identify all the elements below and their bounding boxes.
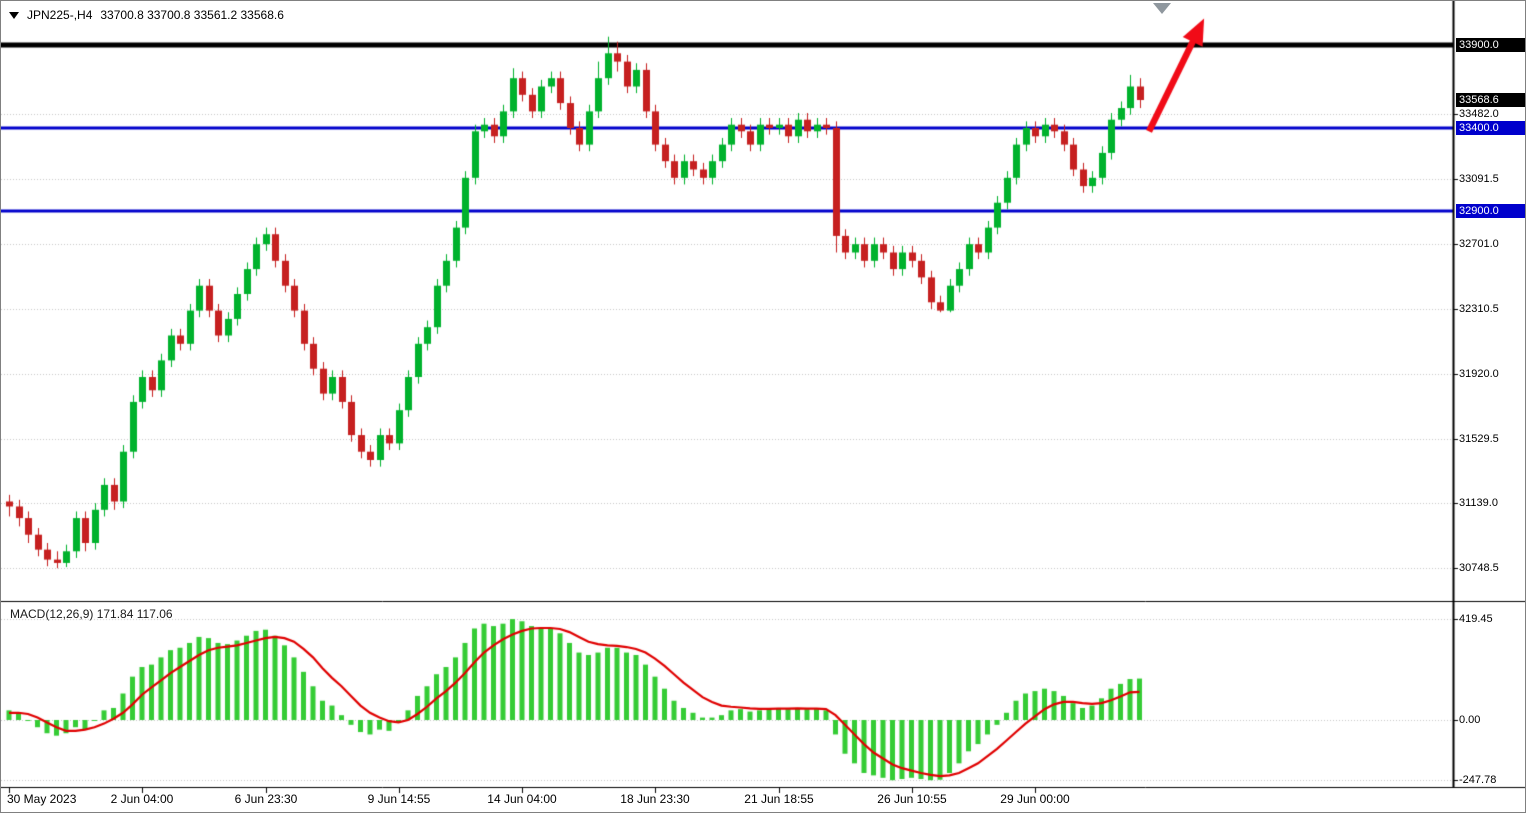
ohlc-quote-label: 33700.8 33700.8 33561.2 33568.6: [100, 8, 284, 22]
time-axis: 30 May 2023 2 Jun 04:00 6 Jun 23:30 9 Jun 1…: [1, 789, 1451, 812]
time-axis-label: 2 Jun 04:00: [110, 792, 174, 806]
symbol-dropdown-icon: [9, 11, 19, 19]
price-axis-label: 32310.5: [1459, 303, 1499, 315]
symbol-header: JPN225-,H4 33700.8 33700.8 33561.2 33568…: [9, 8, 284, 22]
price-badge: 32900.0: [1456, 204, 1525, 218]
time-axis-label: 9 Jun 14:55: [367, 792, 431, 806]
price-badge: 33900.0: [1456, 38, 1525, 52]
time-axis-label: 14 Jun 04:00: [487, 792, 557, 806]
symbol-timeframe-label: JPN225-,H4: [27, 8, 93, 22]
macd-axis-label: -247.78: [1459, 774, 1497, 786]
time-axis-label: 30 May 2023: [7, 792, 77, 806]
macd-indicator-label: MACD(12,26,9) 171.84 117.06: [10, 607, 173, 621]
price-axis-label: 32701.0: [1459, 238, 1499, 250]
price-axis: 33482.0 33091.5 32701.0 32310.5 31920.0 31529…: [1456, 1, 1525, 787]
price-axis-label: 31920.0: [1459, 368, 1499, 380]
macd-axis-label: 419.45: [1459, 613, 1493, 625]
time-axis-label: 29 Jun 00:00: [1000, 792, 1070, 806]
chart-marker-down-icon: [1153, 3, 1171, 14]
time-axis-label: 18 Jun 23:30: [620, 792, 690, 806]
time-axis-label: 26 Jun 10:55: [877, 792, 947, 806]
price-axis-label: 31139.0: [1459, 497, 1498, 509]
price-axis-label: 30748.5: [1459, 562, 1499, 574]
macd-axis-label: 0.00: [1459, 714, 1481, 726]
price-axis-label: 31529.5: [1459, 433, 1499, 445]
time-axis-label: 6 Jun 23:30: [234, 792, 298, 806]
price-badge: 33568.6: [1456, 93, 1525, 107]
price-axis-label: 33482.0: [1459, 108, 1499, 120]
time-axis-label: 21 Jun 18:55: [744, 792, 814, 806]
price-axis-label: 33091.5: [1459, 173, 1499, 185]
price-badge: 33400.0: [1456, 121, 1525, 135]
